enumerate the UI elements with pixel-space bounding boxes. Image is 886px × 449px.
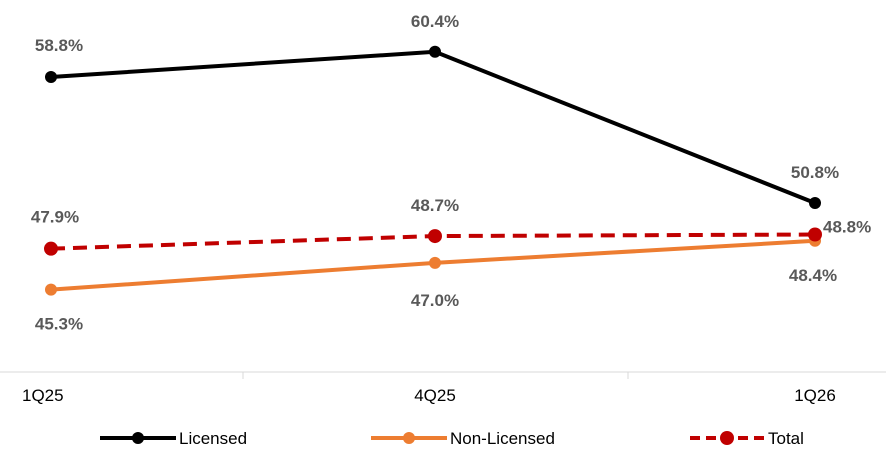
data-point-licensed[interactable] bbox=[429, 46, 441, 58]
data-label-non-licensed: 48.4% bbox=[789, 266, 837, 285]
series-layer: 58.8% 60.4% 50.8% 45.3% 47.0% 48.4% 47.9% 48.7%… bbox=[31, 12, 871, 334]
data-label-total: 48.8% bbox=[823, 218, 871, 237]
data-label-total: 48.7% bbox=[411, 196, 459, 215]
data-point-licensed[interactable] bbox=[809, 197, 821, 209]
legend-item-non-licensed[interactable]: Non-Licensed bbox=[371, 429, 555, 448]
legend-label-total: Total bbox=[768, 429, 804, 448]
data-point-total[interactable] bbox=[428, 229, 442, 243]
legend: Licensed Non-Licensed Total bbox=[100, 429, 804, 448]
data-label-total: 47.9% bbox=[31, 208, 79, 227]
data-label-non-licensed: 47.0% bbox=[411, 291, 459, 310]
data-label-licensed: 58.8% bbox=[35, 36, 83, 55]
x-tick-label: 4Q25 bbox=[414, 386, 456, 405]
legend-marker-licensed bbox=[132, 432, 144, 444]
x-tick-label: 1Q26 bbox=[794, 386, 836, 405]
legend-item-total[interactable]: Total bbox=[690, 429, 804, 448]
data-point-total[interactable] bbox=[808, 228, 822, 242]
series-line-licensed bbox=[51, 52, 815, 203]
legend-item-licensed[interactable]: Licensed bbox=[100, 429, 247, 448]
legend-label-licensed: Licensed bbox=[179, 429, 247, 448]
data-label-non-licensed: 45.3% bbox=[35, 315, 83, 334]
legend-marker-total bbox=[720, 431, 734, 445]
data-point-non-licensed[interactable] bbox=[45, 284, 57, 296]
data-point-non-licensed[interactable] bbox=[429, 257, 441, 269]
data-label-licensed: 60.4% bbox=[411, 12, 459, 31]
legend-label-non-licensed: Non-Licensed bbox=[450, 429, 555, 448]
x-tick-label: 1Q25 bbox=[22, 386, 64, 405]
data-point-total[interactable] bbox=[44, 242, 58, 256]
data-label-licensed: 50.8% bbox=[791, 163, 839, 182]
data-point-licensed[interactable] bbox=[45, 71, 57, 83]
legend-marker-non-licensed bbox=[403, 432, 415, 444]
